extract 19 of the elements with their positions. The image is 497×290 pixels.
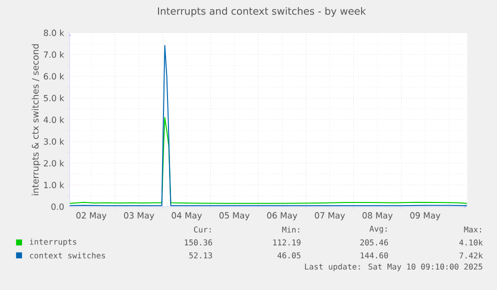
x-tick-label: 04 May (172, 212, 202, 220)
y-tick-label: 1.0 k (44, 182, 64, 188)
y-axis-title: interrupts & ctx switches / second (32, 44, 40, 196)
x-tick-label: 08 May (362, 212, 393, 220)
y-tick-label: 6.0 k (44, 72, 64, 80)
y-tick-label: 0.0 (51, 203, 64, 210)
y-tick-label: 3.0 k (44, 138, 64, 145)
x-tick-label: 07 May (314, 212, 345, 220)
y-tick-label: 2.0 k (44, 160, 64, 166)
y-tick-label: 4.0 k (44, 116, 64, 123)
x-tick-label: 09 May (410, 212, 440, 220)
chart-title: Interrupts and context switches - by week (158, 7, 366, 17)
x-tick-label: 06 May (267, 212, 298, 220)
y-tick-label: 8.0 k (44, 29, 64, 36)
y-tick-label: 5.0 k (44, 94, 64, 102)
x-tick-label: 02 May (76, 212, 106, 220)
y-tick-label: 7.0 k (44, 51, 64, 58)
x-tick-label: 05 May (219, 212, 250, 220)
x-tick-label: 03 May (124, 212, 154, 220)
